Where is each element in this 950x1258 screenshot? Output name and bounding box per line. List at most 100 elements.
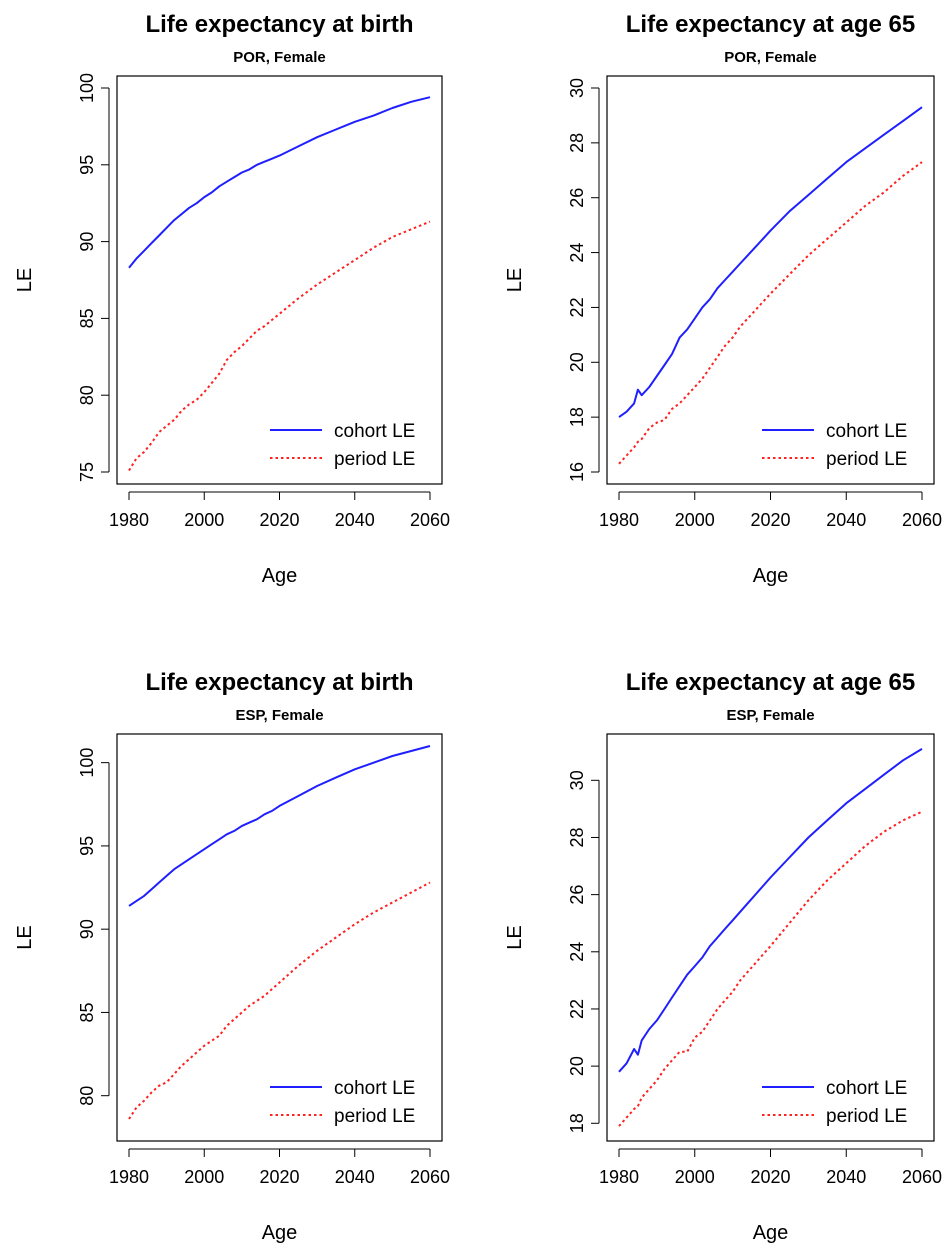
y-axis: 18 20 22 24 26 28 30	[567, 770, 600, 1133]
legend-label: period LE	[334, 449, 415, 470]
y-axis: 75 80 85 90 95 100	[77, 73, 110, 482]
x-tick-label: 2020	[259, 1167, 299, 1187]
x-tick-label: 2000	[184, 1167, 224, 1187]
y-tick-label: 95	[77, 155, 97, 175]
x-tick-label: 1980	[599, 1167, 639, 1187]
series-line-cohort	[128, 96, 431, 269]
chart-subtitle: POR, Female	[724, 49, 817, 66]
x-tick-label: 2000	[675, 510, 715, 530]
y-tick-label: 80	[77, 385, 97, 405]
y-axis-label: LE	[504, 925, 526, 949]
legend: cohort LE period LE	[762, 1078, 907, 1127]
y-tick-label: 24	[567, 942, 587, 962]
y-axis-label: LE	[14, 925, 36, 949]
legend-label: period LE	[826, 449, 907, 470]
y-tick-label: 28	[567, 827, 587, 847]
y-tick-label: 18	[567, 1113, 587, 1133]
plot-frame	[606, 733, 935, 1142]
y-axis-label: LE	[504, 268, 526, 292]
legend-label: cohort LE	[334, 421, 415, 442]
plot-frame	[116, 733, 443, 1142]
legend-label: period LE	[826, 1106, 907, 1127]
y-tick-label: 16	[567, 462, 587, 482]
y-tick-label: 85	[77, 1002, 97, 1022]
x-axis-label: Age	[262, 565, 298, 587]
y-tick-label: 85	[77, 308, 97, 328]
chart-subtitle: ESP, Female	[726, 707, 814, 724]
x-tick-label: 2040	[335, 510, 375, 530]
y-tick-label: 20	[567, 1056, 587, 1076]
series-line-cohort	[618, 748, 923, 1073]
x-tick-label: 2060	[410, 1167, 450, 1187]
x-tick-label: 2020	[750, 510, 790, 530]
x-axis: 1980 2000 2020 2040 2060	[599, 491, 942, 530]
x-tick-label: 2020	[259, 510, 299, 530]
legend: cohort LE period LE	[270, 1078, 415, 1127]
y-axis: 80 85 90 95 100	[77, 748, 110, 1106]
x-axis: 1980 2000 2020 2040 2060	[599, 1148, 942, 1187]
legend-label: cohort LE	[826, 421, 907, 442]
y-tick-label: 90	[77, 919, 97, 939]
chart-title: Life expectancy at age 65	[626, 11, 915, 38]
y-tick-label: 75	[77, 462, 97, 482]
x-axis-label: Age	[753, 1222, 789, 1244]
x-tick-label: 2000	[675, 1167, 715, 1187]
y-tick-label: 80	[77, 1086, 97, 1106]
series-line-period	[618, 161, 923, 465]
series-line-period	[618, 810, 923, 1127]
legend-label: period LE	[334, 1106, 415, 1127]
chart-title: Life expectancy at birth	[145, 11, 413, 38]
x-axis-label: Age	[753, 565, 789, 587]
chart-title: Life expectancy at age 65	[626, 669, 915, 696]
y-tick-label: 22	[567, 999, 587, 1019]
x-tick-label: 2040	[826, 510, 866, 530]
x-tick-label: 2020	[750, 1167, 790, 1187]
x-tick-label: 1980	[109, 510, 149, 530]
legend-label: cohort LE	[334, 1078, 415, 1099]
plot-frame	[606, 75, 935, 485]
chart-title: Life expectancy at birth	[145, 669, 413, 696]
x-axis-label: Age	[262, 1222, 298, 1244]
y-tick-label: 100	[77, 748, 97, 778]
series-line-cohort	[128, 745, 431, 907]
x-axis: 1980 2000 2020 2040 2060	[109, 1148, 450, 1187]
chart-panel-1: Life expectancy at birth POR, Female 1980 2…	[14, 11, 450, 587]
y-tick-label: 90	[77, 232, 97, 252]
y-tick-label: 24	[567, 243, 587, 263]
y-tick-label: 22	[567, 297, 587, 317]
plot-frame	[116, 75, 443, 485]
y-tick-label: 26	[567, 885, 587, 905]
series-line-cohort	[618, 106, 923, 418]
chart-subtitle: ESP, Female	[235, 707, 323, 724]
series-line-period	[128, 220, 431, 472]
x-tick-label: 1980	[599, 510, 639, 530]
x-tick-label: 2000	[184, 510, 224, 530]
legend: cohort LE period LE	[270, 421, 415, 470]
x-axis: 1980 2000 2020 2040 2060	[109, 491, 450, 530]
legend: cohort LE period LE	[762, 421, 907, 470]
x-tick-label: 2060	[410, 510, 450, 530]
y-axis-label: LE	[14, 268, 36, 292]
chart-panel-2: Life expectancy at age 65 POR, Female 1980…	[504, 11, 942, 587]
y-tick-label: 100	[77, 73, 97, 103]
series-line-period	[128, 881, 431, 1120]
x-tick-label: 2060	[902, 510, 942, 530]
y-tick-label: 26	[567, 188, 587, 208]
x-tick-label: 1980	[109, 1167, 149, 1187]
y-tick-label: 30	[567, 770, 587, 790]
legend-label: cohort LE	[826, 1078, 907, 1099]
y-axis: 16 18 20 22 24 26 28 30	[567, 78, 600, 482]
y-tick-label: 28	[567, 133, 587, 153]
y-tick-label: 18	[567, 407, 587, 427]
y-tick-label: 30	[567, 78, 587, 98]
y-tick-label: 95	[77, 836, 97, 856]
x-tick-label: 2040	[335, 1167, 375, 1187]
x-tick-label: 2040	[826, 1167, 866, 1187]
chart-subtitle: POR, Female	[233, 49, 326, 66]
y-tick-label: 20	[567, 352, 587, 372]
chart-panel-4: Life expectancy at age 65 ESP, Female 1980…	[504, 669, 942, 1244]
chart-panel-3: Life expectancy at birth ESP, Female 1980 2…	[14, 669, 450, 1244]
x-tick-label: 2060	[902, 1167, 942, 1187]
